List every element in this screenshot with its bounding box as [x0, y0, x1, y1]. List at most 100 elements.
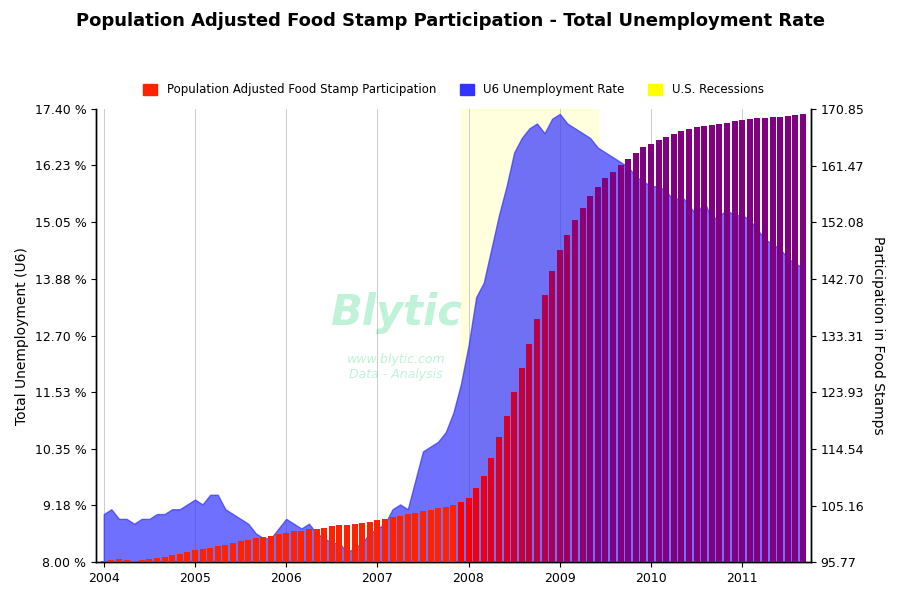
Bar: [108, 560, 114, 562]
Bar: [503, 416, 509, 562]
Bar: [359, 523, 365, 562]
Bar: [602, 178, 608, 562]
Bar: [785, 116, 791, 562]
Bar: [640, 148, 646, 562]
Y-axis label: Participation in Food Stamps: Participation in Food Stamps: [871, 236, 885, 435]
Bar: [131, 561, 137, 562]
Bar: [428, 509, 434, 562]
Bar: [192, 550, 198, 562]
Bar: [580, 208, 586, 562]
Bar: [405, 514, 410, 562]
Bar: [655, 140, 661, 562]
Bar: [686, 129, 692, 562]
Bar: [382, 518, 388, 562]
Bar: [101, 561, 107, 562]
Bar: [147, 559, 152, 562]
Bar: [534, 319, 540, 562]
Bar: [708, 125, 715, 562]
Bar: [610, 172, 616, 562]
Bar: [465, 497, 472, 562]
Legend: Population Adjusted Food Stamp Participation, U6 Unemployment Rate, U.S. Recessi: Population Adjusted Food Stamp Participa…: [139, 79, 769, 101]
Bar: [617, 166, 624, 562]
Bar: [747, 119, 752, 562]
Bar: [694, 127, 699, 562]
Bar: [328, 526, 335, 562]
Bar: [123, 560, 130, 562]
Bar: [648, 145, 654, 562]
Bar: [284, 533, 289, 562]
Bar: [626, 160, 631, 562]
Bar: [595, 187, 601, 562]
Bar: [184, 552, 191, 562]
Bar: [557, 250, 562, 562]
Bar: [298, 531, 304, 562]
Bar: [230, 543, 236, 562]
Bar: [679, 131, 684, 562]
Bar: [321, 527, 328, 562]
Bar: [161, 557, 167, 562]
Bar: [275, 534, 282, 562]
Bar: [754, 118, 760, 562]
Text: Blytic: Blytic: [330, 292, 462, 334]
Bar: [412, 512, 418, 562]
Text: www.blytic.com
Data - Analysis: www.blytic.com Data - Analysis: [346, 353, 446, 382]
Bar: [291, 532, 297, 562]
Bar: [116, 559, 122, 562]
Bar: [633, 154, 639, 562]
Bar: [458, 502, 464, 562]
Bar: [435, 508, 441, 562]
Bar: [366, 521, 373, 562]
Bar: [352, 524, 357, 562]
Bar: [511, 392, 517, 562]
Bar: [222, 545, 229, 562]
Bar: [518, 368, 525, 562]
Bar: [397, 515, 403, 562]
Bar: [777, 116, 783, 562]
Bar: [489, 458, 494, 562]
Bar: [154, 558, 160, 562]
Bar: [716, 124, 723, 562]
Bar: [549, 271, 555, 562]
Bar: [701, 126, 707, 562]
Bar: [344, 524, 350, 562]
Bar: [762, 118, 768, 562]
Bar: [461, 109, 598, 562]
Bar: [481, 476, 487, 562]
Bar: [306, 529, 312, 562]
Bar: [253, 538, 259, 562]
Bar: [587, 196, 593, 562]
Bar: [245, 540, 251, 562]
Bar: [215, 546, 220, 562]
Bar: [724, 122, 730, 562]
Bar: [496, 437, 502, 562]
Text: Population Adjusted Food Stamp Participation - Total Unemployment Rate: Population Adjusted Food Stamp Participa…: [76, 12, 824, 30]
Bar: [420, 511, 426, 562]
Bar: [670, 134, 677, 562]
Y-axis label: Total Unemployment (U6): Total Unemployment (U6): [15, 247, 29, 425]
Bar: [739, 120, 745, 562]
Bar: [139, 560, 145, 562]
Bar: [526, 344, 533, 562]
Bar: [337, 525, 342, 562]
Bar: [207, 548, 213, 562]
Bar: [374, 520, 381, 562]
Bar: [572, 220, 578, 562]
Bar: [770, 117, 776, 562]
Bar: [564, 235, 571, 562]
Bar: [663, 137, 670, 562]
Bar: [238, 541, 244, 562]
Bar: [200, 549, 205, 562]
Bar: [443, 506, 449, 562]
Bar: [313, 529, 320, 562]
Bar: [792, 115, 798, 562]
Bar: [450, 505, 456, 562]
Bar: [260, 537, 266, 562]
Bar: [176, 554, 183, 562]
Bar: [268, 536, 274, 562]
Bar: [542, 295, 547, 562]
Bar: [732, 121, 738, 562]
Bar: [800, 114, 806, 562]
Bar: [390, 517, 396, 562]
Bar: [473, 488, 479, 562]
Bar: [169, 555, 176, 562]
